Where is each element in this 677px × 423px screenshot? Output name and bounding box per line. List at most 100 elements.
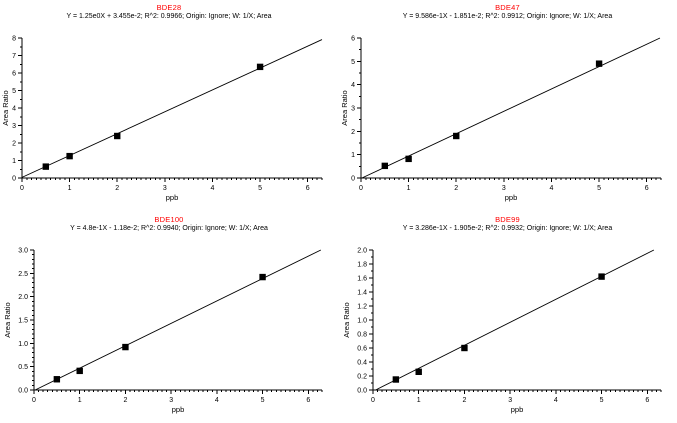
data-points: [392, 272, 605, 383]
y-axis-ticks: 0.0 0.5 1.0 1.5 2.0 2.5 3.0: [18, 247, 34, 394]
chart-plot-bde99: 0 1 2 3 4 5 6 0.0 0.2 0.4 0.6 0.8 1.0 1.2 1.4 1.6 1.8 2.0…: [342, 247, 661, 414]
x-tick-label: 4: [215, 397, 219, 404]
data-point: [597, 272, 605, 280]
x-tick-label: 2: [123, 397, 127, 404]
y-axis-label: Area Ratio: [340, 90, 349, 125]
y-tick-label: 0.0: [357, 387, 367, 394]
data-point: [42, 163, 50, 170]
x-tick-label: 5: [258, 185, 262, 192]
data-point: [415, 368, 422, 375]
x-axis-ticks: 0 1 2 3 4 5 6: [371, 389, 661, 404]
y-tick-label: 0: [12, 176, 16, 183]
data-point: [404, 155, 412, 163]
x-tick-label: 0: [371, 397, 375, 404]
x-axis-ticks: 0 1 2 3 4 5 6: [20, 178, 323, 192]
data-points: [42, 63, 264, 170]
data-point: [460, 344, 468, 351]
y-tick-label: 0.5: [18, 364, 28, 371]
y-tick-label: 6: [12, 71, 16, 78]
chart-plot-bde28: 0 1 2 3 4 5 6 0 1 2 3 4 5 6 7 8 ppb Area Ratio: [1, 36, 323, 202]
x-tick-label: 2: [115, 185, 119, 192]
x-tick-label: 0: [32, 397, 36, 404]
y-tick-label: 3.0: [18, 247, 28, 254]
y-tick-label: 5: [351, 59, 355, 66]
y-tick-label: 1.0: [18, 340, 28, 347]
fit-line: [34, 249, 322, 390]
chart-plot-bde47: 0 1 2 3 4 5 6 0 1 2 3 4 5 6 ppb Area Ratio: [340, 36, 661, 202]
x-tick-label: 5: [597, 185, 601, 192]
chart-title: BDE100: [154, 214, 184, 224]
x-tick-label: 1: [406, 185, 410, 192]
chart-title: BDE99: [495, 214, 520, 224]
y-tick-label: 1.8: [357, 261, 367, 268]
chart-panel-bde99: BDE99 Y = 3.286e-1X - 1.905e-2; R^2: 0.9…: [339, 212, 677, 423]
y-tick-label: 4: [351, 82, 355, 89]
y-tick-label: 3: [12, 123, 16, 130]
x-tick-label: 1: [78, 397, 82, 404]
x-axis-label: ppb: [172, 405, 185, 414]
y-tick-label: 0.4: [357, 359, 367, 366]
x-axis-ticks: 0 1 2 3 4 5 6: [359, 178, 661, 192]
data-point: [66, 152, 73, 160]
data-point: [122, 343, 129, 350]
x-tick-label: 2: [462, 397, 466, 404]
fit-line: [374, 249, 654, 390]
y-axis-ticks: 0 1 2 3 4 5 6 7 8: [12, 36, 22, 183]
y-tick-label: 0.6: [357, 345, 367, 352]
y-tick-label: 0.0: [18, 387, 28, 394]
x-tick-label: 6: [644, 185, 648, 192]
x-tick-label: 3: [501, 185, 505, 192]
x-tick-label: 5: [261, 397, 265, 404]
data-point: [114, 132, 121, 140]
y-tick-label: 1.0: [357, 317, 367, 324]
y-tick-label: 0.2: [357, 373, 367, 380]
y-tick-label: 1.2: [357, 303, 367, 310]
x-axis-ticks: 0 1 2 3 4 5 6: [32, 389, 323, 404]
y-tick-label: 1: [351, 152, 355, 159]
y-axis-label: Area Ratio: [1, 90, 10, 125]
x-tick-label: 3: [169, 397, 173, 404]
chart-panel-bde100: BDE100 Y = 4.8e-1X - 1.18e-2; R^2: 0.994…: [0, 212, 338, 423]
y-tick-label: 5: [12, 88, 16, 95]
chart-equation: Y = 1.25e0X + 3.455e-2; R^2: 0.9966; Ori…: [66, 13, 272, 20]
x-tick-label: 3: [508, 397, 512, 404]
y-axis-ticks: 0 1 2 3 4 5 6: [351, 36, 361, 183]
data-points: [381, 60, 602, 170]
y-tick-label: 2.5: [18, 270, 28, 277]
chart-equation: Y = 4.8e-1X - 1.18e-2; R^2: 0.9940; Orig…: [70, 224, 268, 232]
y-tick-label: 0.8: [357, 331, 367, 338]
chart-title: BDE28: [156, 3, 182, 12]
x-tick-label: 0: [20, 185, 24, 192]
data-point: [381, 162, 388, 170]
y-tick-label: 2.0: [18, 294, 28, 301]
x-tick-label: 4: [211, 185, 215, 192]
y-tick-label: 6: [351, 36, 355, 43]
data-point: [392, 375, 399, 383]
x-tick-label: 6: [645, 397, 649, 404]
data-point: [452, 132, 459, 140]
x-tick-label: 6: [306, 185, 310, 192]
x-axis-label: ppb: [504, 193, 517, 202]
chart-equation: Y = 3.286e-1X - 1.905e-2; R^2: 0.9932; O…: [402, 224, 613, 232]
y-tick-label: 1.6: [357, 275, 367, 282]
y-tick-label: 7: [12, 53, 16, 60]
y-tick-label: 1.4: [357, 289, 367, 296]
y-tick-label: 8: [12, 36, 16, 43]
x-tick-label: 6: [306, 397, 310, 404]
x-axis-label: ppb: [510, 405, 523, 414]
x-tick-label: 1: [68, 185, 72, 192]
y-tick-label: 2.0: [357, 247, 367, 254]
data-points: [53, 273, 266, 382]
x-tick-label: 4: [549, 185, 553, 192]
x-tick-label: 0: [359, 185, 363, 192]
data-point: [76, 367, 83, 374]
y-axis-label: Area Ratio: [342, 302, 351, 337]
y-axis-ticks: 0.0 0.2 0.4 0.6 0.8 1.0 1.2 1.4 1.6 1.8 2.0: [357, 247, 373, 394]
chart-panel-bde28: BDE28 Y = 1.25e0X + 3.455e-2; R^2: 0.996…: [0, 0, 338, 211]
x-tick-label: 2: [454, 185, 458, 192]
y-tick-label: 2: [12, 141, 16, 148]
chart-title: BDE47: [495, 3, 520, 12]
data-point: [595, 60, 602, 67]
y-tick-label: 0: [351, 176, 355, 183]
